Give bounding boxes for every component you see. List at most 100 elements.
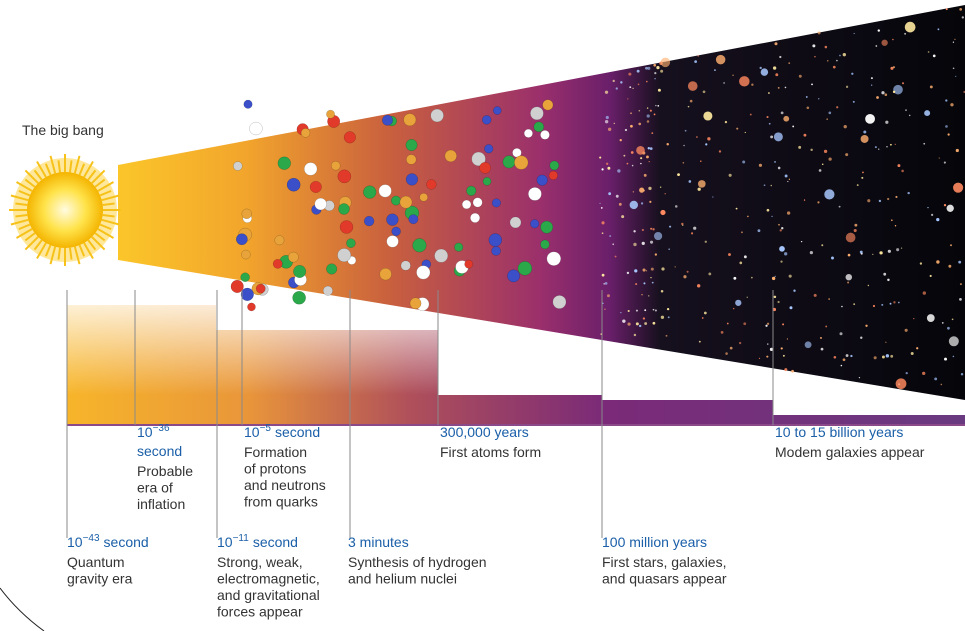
sun-ray [87,169,97,181]
star [648,295,650,297]
particle [471,151,486,167]
star [783,115,790,122]
star [774,42,778,46]
star [878,199,882,203]
star [840,364,843,367]
star [778,223,780,226]
star [638,122,642,126]
star [746,296,748,298]
star [654,72,657,75]
sun-ray [102,202,115,207]
star [772,307,777,312]
star [703,311,707,315]
star [652,321,656,325]
star [649,109,652,112]
star [919,262,923,265]
star [668,248,670,250]
star [788,178,791,180]
particle [542,99,554,111]
star [936,260,940,264]
star [661,267,665,271]
event-description: Synthesis of hydrogen [348,554,487,570]
star [758,357,761,360]
star [887,197,890,201]
star [601,232,604,235]
star [904,21,916,33]
particle [548,170,558,181]
star [887,249,891,253]
star [622,319,626,323]
star [630,124,633,128]
star [824,45,828,49]
time-label: 10−11 second [217,533,298,550]
star [646,80,648,83]
sun-ray [99,189,112,197]
particle [426,179,437,190]
sun-ray [10,194,29,202]
star [659,186,662,188]
star [847,253,851,257]
star [763,184,766,187]
star [784,86,787,89]
star [792,125,795,128]
star [952,67,955,70]
sun-ray [10,218,29,226]
expansion-cone [118,5,965,400]
star [605,162,609,165]
star [893,84,903,95]
star [804,341,812,349]
particle [507,269,520,283]
particle [430,108,444,123]
star [828,298,830,300]
star [715,54,726,65]
star [626,162,629,165]
time-text: 300,000 years [440,424,529,440]
particle [502,155,516,169]
star [646,120,650,123]
star [954,38,956,41]
star [885,341,887,343]
star [607,166,611,170]
star [772,66,777,70]
particle [272,258,283,269]
star [881,39,888,46]
star [640,202,644,205]
star [774,161,776,163]
star [687,105,690,108]
star [863,130,867,134]
sun-ray [91,169,106,184]
star [901,82,905,85]
time-exponent: −5 [260,423,272,434]
star [666,307,670,311]
star [725,352,728,355]
star [651,281,654,284]
star [696,136,698,138]
star [742,160,746,164]
particle [533,121,545,133]
star [881,91,885,95]
star [885,354,890,358]
page-curve [0,587,45,631]
sun-ray [78,163,86,176]
particle [482,115,492,125]
star [693,226,697,230]
event-description: era of [137,480,173,496]
particle [243,99,253,109]
star [895,195,898,199]
particle [378,184,392,198]
star [642,317,646,320]
star [743,255,747,259]
star [890,143,892,146]
particle [286,177,301,192]
particle [405,173,419,186]
star [614,255,617,258]
star [950,244,952,247]
sun-ray [24,236,39,251]
star [825,325,828,328]
sun-ray [44,244,52,257]
sun-ray [97,228,114,239]
star [697,284,701,288]
star [824,189,835,200]
sun-ray [24,169,39,184]
star [714,69,716,71]
